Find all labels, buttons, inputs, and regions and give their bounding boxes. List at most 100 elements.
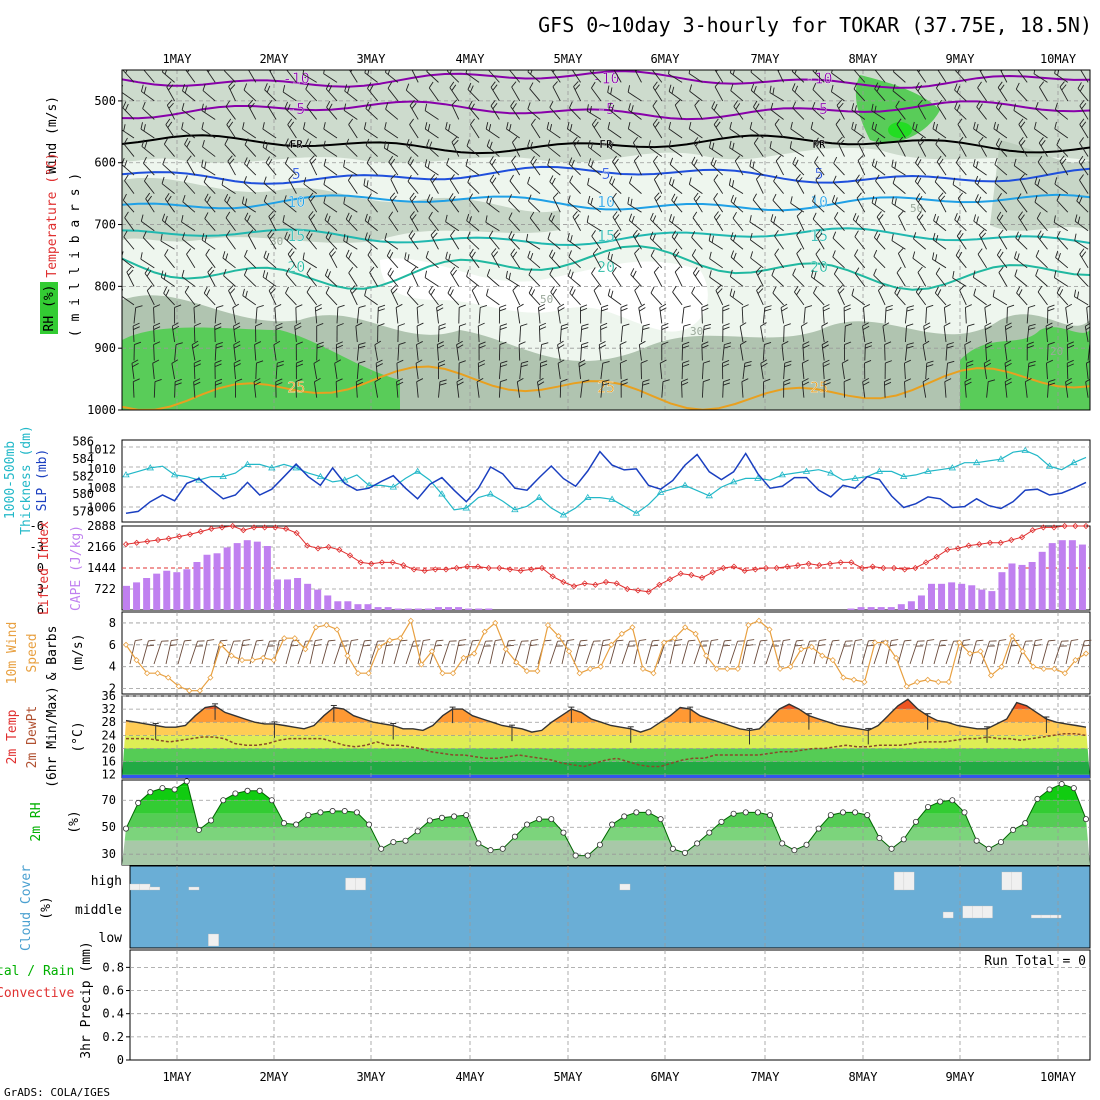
wind-barb-feather <box>934 254 938 262</box>
wind-barb-feather <box>893 70 895 72</box>
wind-barb-feather <box>221 178 224 186</box>
wind-barb <box>933 640 941 665</box>
wind-barb <box>166 86 175 102</box>
isotherm-label: -5 <box>810 100 828 118</box>
wind-barb-feather <box>652 81 658 88</box>
wind-barb <box>374 381 379 398</box>
wind-barb-feather <box>671 193 676 201</box>
wind-barb <box>1056 292 1069 306</box>
wind-barb-feather <box>201 233 205 241</box>
wind-barb <box>485 221 500 232</box>
wind-barb <box>247 234 257 250</box>
wind-barb-feather <box>922 340 930 346</box>
date-label-bottom: 9MAY <box>946 1070 976 1084</box>
wind-speed-point <box>481 628 488 635</box>
wind-barb <box>750 239 764 250</box>
wind-barb-feather <box>714 63 718 69</box>
wind-barb-feather <box>906 342 914 346</box>
wind-barb-feather <box>561 327 568 330</box>
wind-barb <box>123 143 135 157</box>
wind-barb-feather <box>570 235 573 243</box>
wind-barb <box>993 640 1000 665</box>
wind-barb <box>705 640 712 665</box>
wind-barb-feather <box>161 176 165 184</box>
wind-barb-feather <box>509 70 511 71</box>
wind-barb-feather <box>794 159 799 167</box>
wind-barb <box>958 142 967 157</box>
wind-barb <box>132 381 135 398</box>
wind-barb-feather <box>384 233 388 241</box>
wind-barb <box>933 220 947 232</box>
wind-barb-feather <box>547 139 551 147</box>
temp-tick-label: 32 <box>102 702 116 716</box>
wind-barb <box>387 273 399 287</box>
wind-barb-feather <box>328 85 333 92</box>
wind-barb <box>717 640 725 665</box>
wind-barb-feather <box>323 196 326 204</box>
wind-barb-feather <box>774 230 779 237</box>
wind-barb-feather <box>634 285 640 291</box>
wind-barb <box>141 146 155 157</box>
cloud-bar-high <box>1011 871 1023 891</box>
wind-barb-feather <box>235 378 243 383</box>
wind-speed-point <box>1082 650 1090 657</box>
wind-barb <box>780 307 785 324</box>
cape-bar <box>123 585 130 610</box>
wind-barb <box>243 182 257 194</box>
wind-barb <box>405 641 414 665</box>
wind-barb-feather <box>578 644 587 647</box>
wind-barb-feather <box>262 122 265 130</box>
wind-barb <box>589 70 602 83</box>
cloud-bar-middle <box>942 911 954 919</box>
wind-barb-feather <box>228 81 234 87</box>
wind-barb-feather <box>228 121 234 128</box>
wind-speed-point <box>871 639 879 646</box>
rh-point <box>147 789 154 796</box>
wind-barb <box>983 363 988 380</box>
wind-barb <box>815 179 825 194</box>
wind-barb <box>854 255 866 269</box>
wind-barb <box>739 326 744 343</box>
temp-band <box>122 761 1090 775</box>
wind-barb <box>288 179 297 194</box>
wind-barb-feather <box>891 233 894 241</box>
wind-barb <box>453 640 460 665</box>
isotherm-label: -10 <box>592 69 619 87</box>
wind-barb-feather <box>654 192 660 199</box>
wind-barb-feather <box>476 378 484 383</box>
wind-barb-feather <box>206 63 210 69</box>
wind-barb-feather <box>351 639 359 642</box>
wind-barb <box>756 290 764 306</box>
wind-barb <box>593 290 602 306</box>
wind-barb-feather <box>599 341 606 346</box>
wind-barb-feather <box>974 175 979 183</box>
wind-barb-feather <box>425 250 429 258</box>
wind-barb-feather <box>757 269 763 276</box>
cape-bar <box>445 607 452 610</box>
isotherm-minus10 <box>122 70 1090 89</box>
wind-barb-feather <box>570 271 574 279</box>
wind-barb-feather <box>634 232 640 239</box>
wind-barb-feather <box>723 382 730 386</box>
wind-barb <box>255 307 258 324</box>
wind-barb-feather <box>499 326 507 330</box>
wind-barb-feather <box>1065 377 1072 383</box>
wind-barb-feather <box>1005 381 1012 386</box>
wind-barb-feather <box>569 124 573 132</box>
wind-barb <box>445 128 460 139</box>
wind-barb-feather <box>976 100 981 108</box>
wind-barb-feather <box>182 84 186 91</box>
wind-barb-feather <box>602 382 610 386</box>
wind-barb-feather <box>549 124 553 132</box>
wind-barb-feather <box>328 103 333 111</box>
rh-point <box>329 808 336 815</box>
wind-barb-feather <box>148 639 156 642</box>
wind-barb-feather <box>471 285 478 291</box>
wind-barb <box>305 144 318 157</box>
wind-barb <box>222 257 236 269</box>
wind-barb-feather <box>1036 212 1042 219</box>
wind-barb-feather <box>530 70 533 75</box>
wind-barb <box>384 147 399 157</box>
wind-speed-point <box>703 652 710 659</box>
